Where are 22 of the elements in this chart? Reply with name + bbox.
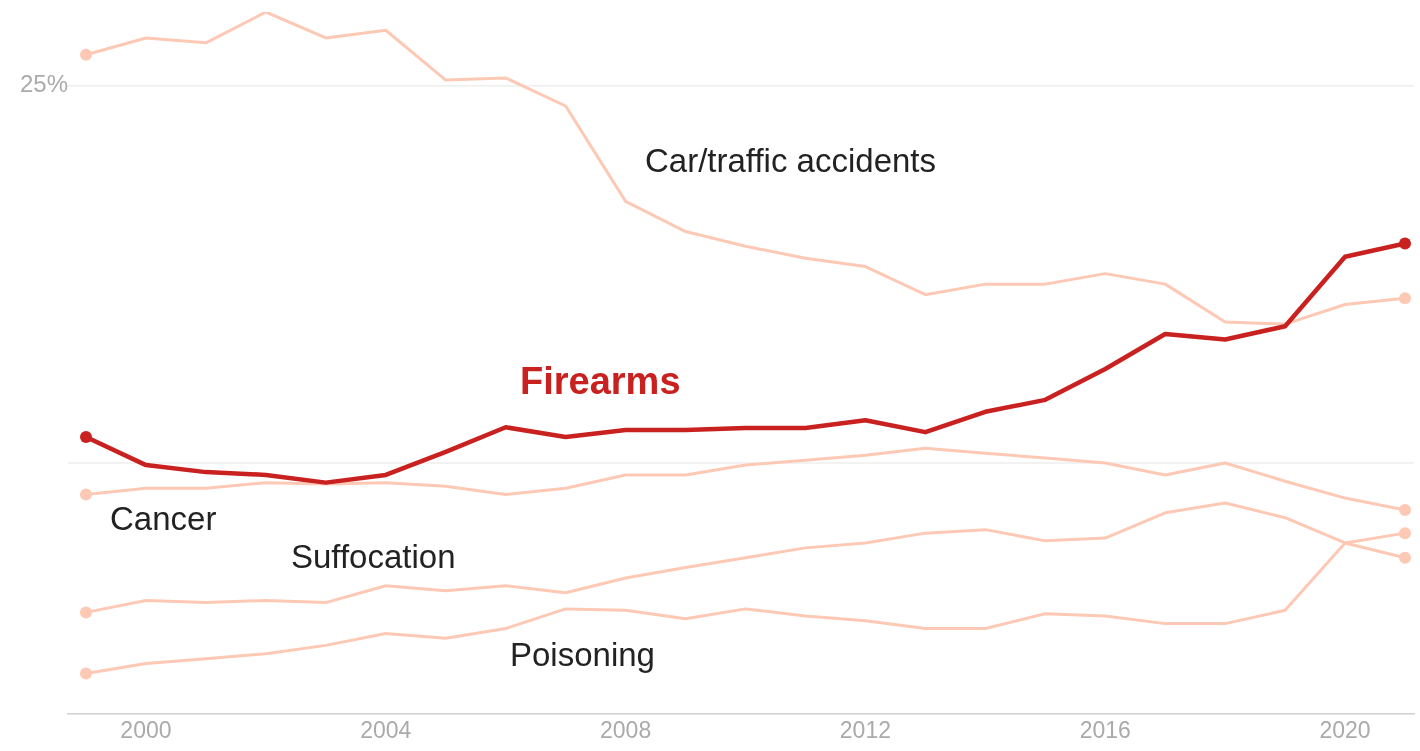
x-tick-label: 2004 bbox=[360, 716, 412, 743]
point bbox=[1399, 527, 1412, 540]
series-label: Car/traffic accidents bbox=[645, 142, 937, 180]
point bbox=[79, 667, 92, 680]
point bbox=[1399, 503, 1412, 516]
x-tick-label: 2000 bbox=[120, 716, 172, 743]
series-label: Cancer bbox=[110, 500, 217, 538]
x-tick-label: 2016 bbox=[1079, 716, 1131, 743]
point bbox=[1399, 292, 1412, 305]
point bbox=[79, 606, 92, 619]
series-label: Poisoning bbox=[510, 636, 655, 674]
annotation: 25% bbox=[19, 70, 68, 98]
x-tick-label: 2008 bbox=[600, 716, 652, 743]
point bbox=[79, 431, 92, 444]
series-label: Suffocation bbox=[291, 538, 456, 576]
point bbox=[1399, 237, 1412, 250]
x-tick-label: 2012 bbox=[839, 716, 891, 743]
point bbox=[1399, 551, 1412, 564]
x-tick-label: 2020 bbox=[1319, 716, 1371, 743]
point bbox=[79, 48, 92, 61]
point bbox=[79, 488, 92, 501]
series-label: Firearms bbox=[520, 360, 681, 403]
